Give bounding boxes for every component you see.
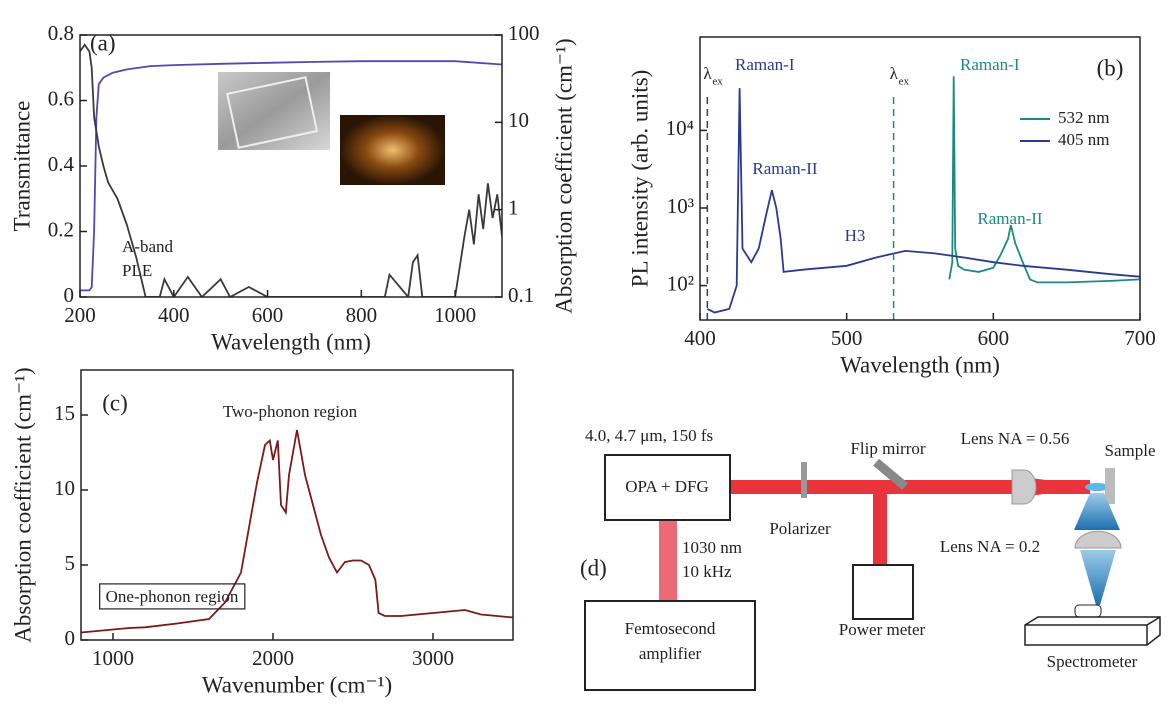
x-axis-label: Wavelength (nm) bbox=[211, 329, 371, 354]
data-line bbox=[81, 429, 513, 634]
plot-frame bbox=[699, 36, 1141, 321]
inset-crystal bbox=[226, 76, 319, 149]
legend-label: 532 nm bbox=[1058, 108, 1109, 127]
power-meter bbox=[852, 564, 914, 620]
beam bbox=[873, 487, 887, 567]
opa-label: OPA + DFG bbox=[625, 477, 709, 496]
x-tick-label: 1000 bbox=[92, 646, 134, 670]
annotation: Raman-I bbox=[735, 55, 795, 74]
beam bbox=[730, 480, 1090, 494]
x-tick-label: 600 bbox=[978, 326, 1010, 350]
y-axis-label: PL intensity (arb. units) bbox=[627, 70, 652, 288]
y2-tick-label: 1 bbox=[508, 195, 519, 219]
data-line bbox=[80, 60, 502, 292]
annotation: Two-phonon region bbox=[223, 402, 358, 421]
lens-label: Lens NA = 0.56 bbox=[961, 429, 1070, 448]
amplifier-label: amplifier bbox=[639, 644, 702, 663]
annotation: Raman-II bbox=[752, 159, 817, 178]
excitation-symbol: λ bbox=[890, 64, 899, 83]
y-tick-label: 0.2 bbox=[48, 217, 74, 241]
inset-photo bbox=[340, 115, 445, 185]
y-axis-label: Absorption coefficient (cm⁻¹) bbox=[10, 367, 35, 642]
annotation-box bbox=[99, 583, 246, 610]
y-tick-label: 10² bbox=[667, 271, 694, 295]
annotation: (c) bbox=[102, 390, 128, 415]
x-axis-label: Wavenumber (cm⁻¹) bbox=[202, 672, 392, 697]
x-tick-label: 600 bbox=[252, 303, 284, 327]
source-label: 4.0, 4.7 μm, 150 fs bbox=[585, 426, 713, 445]
slit bbox=[1074, 604, 1102, 618]
y2-tick-label: 10 bbox=[508, 108, 529, 132]
plot-frame bbox=[80, 369, 514, 641]
focus bbox=[1085, 483, 1109, 491]
x-tick-label: 3000 bbox=[412, 646, 454, 670]
annotation: H3 bbox=[845, 226, 866, 245]
pump-label: 10 kHz bbox=[682, 562, 732, 581]
x-tick-label: 700 bbox=[1124, 326, 1156, 350]
annotation: (b) bbox=[1097, 55, 1124, 80]
lens bbox=[1074, 530, 1122, 549]
lens bbox=[1011, 469, 1037, 505]
opa-box bbox=[604, 454, 731, 521]
data-line bbox=[706, 88, 1140, 314]
flip-mirror bbox=[873, 458, 909, 491]
y2-tick-label: 100 bbox=[508, 21, 540, 45]
polarizer-label: Polarizer bbox=[769, 519, 831, 538]
y-tick-label: 0.8 bbox=[48, 21, 74, 45]
annotation: One-phonon region bbox=[106, 587, 239, 606]
y2-axis-label: Absorption coefficient (cm⁻¹) bbox=[551, 38, 576, 313]
x-axis-label: Wavelength (nm) bbox=[840, 352, 1000, 377]
panel-label: (d) bbox=[580, 555, 607, 580]
y-axis-label: Transmittance bbox=[9, 101, 34, 232]
annotation: A-band bbox=[122, 237, 173, 256]
data-line bbox=[145, 183, 502, 297]
y-tick-label: 15 bbox=[54, 401, 75, 425]
y2-tick-label: 0.1 bbox=[508, 283, 534, 307]
excitation-subscript: ex bbox=[899, 76, 910, 88]
excitation-symbol: λ bbox=[703, 64, 712, 83]
spectrometer bbox=[1024, 616, 1161, 646]
x-tick-label: 200 bbox=[64, 303, 96, 327]
data-line bbox=[948, 76, 1140, 284]
y-tick-label: 10⁴ bbox=[666, 116, 694, 140]
x-tick-label: 500 bbox=[831, 326, 863, 350]
data-line bbox=[80, 43, 147, 297]
annotation: PLE bbox=[122, 261, 152, 280]
y-tick-label: 0 bbox=[64, 283, 75, 307]
collected-beam bbox=[1074, 493, 1120, 530]
spectrometer-label: Spectrometer bbox=[1047, 652, 1138, 671]
focused-beam bbox=[1030, 478, 1095, 496]
amplifier-box bbox=[584, 600, 756, 691]
annotation: Raman-II bbox=[977, 209, 1042, 228]
polarizer bbox=[801, 462, 807, 498]
y-tick-label: 10³ bbox=[667, 194, 694, 218]
y-tick-label: 5 bbox=[65, 551, 76, 575]
x-tick-label: 2000 bbox=[252, 646, 294, 670]
excitation-subscript: ex bbox=[712, 76, 723, 88]
legend-label: 405 nm bbox=[1058, 130, 1109, 149]
annotation: Raman-I bbox=[960, 55, 1020, 74]
x-tick-label: 800 bbox=[346, 303, 378, 327]
pump-label: 1030 nm bbox=[682, 538, 742, 557]
y-tick-label: 0.6 bbox=[48, 86, 74, 110]
y-tick-label: 0 bbox=[65, 626, 76, 650]
diagram: (d) 4.0, 4.7 μm, 150 fs OPA + DFG 1030 n… bbox=[580, 426, 1161, 691]
pump-beam bbox=[659, 520, 677, 602]
annotation: (a) bbox=[90, 30, 116, 55]
lens-label: Lens NA = 0.2 bbox=[940, 537, 1040, 556]
sample-label: Sample bbox=[1105, 441, 1156, 460]
meter-label: Power meter bbox=[839, 620, 926, 639]
collected-beam bbox=[1080, 550, 1116, 605]
y-tick-label: 0.4 bbox=[48, 152, 75, 176]
x-tick-label: 400 bbox=[684, 326, 716, 350]
x-tick-label: 1000 bbox=[434, 303, 476, 327]
y-tick-label: 10 bbox=[54, 476, 75, 500]
amplifier-label: Femtosecond bbox=[625, 619, 716, 638]
x-tick-label: 400 bbox=[158, 303, 190, 327]
sample bbox=[1105, 468, 1115, 504]
mirror-label: Flip mirror bbox=[850, 439, 925, 458]
